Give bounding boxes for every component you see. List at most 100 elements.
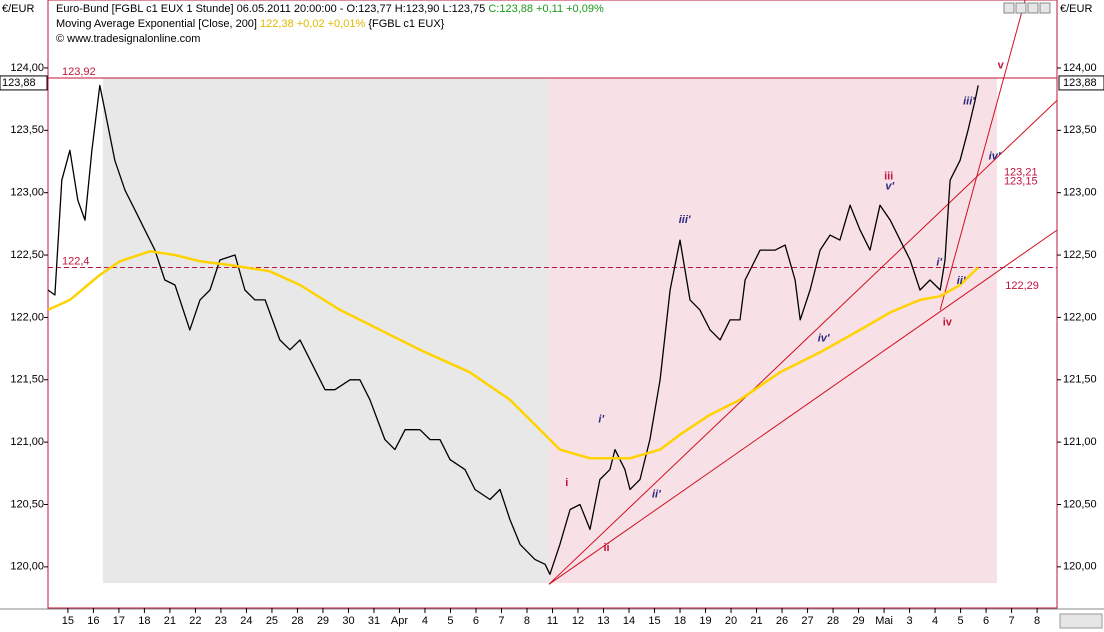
x-tick-label: 21 xyxy=(750,615,762,627)
window-button[interactable] xyxy=(1003,2,1015,14)
x-tick-label: 18 xyxy=(674,615,686,627)
annotation: ii xyxy=(604,542,610,554)
annotation: v' xyxy=(885,180,894,192)
x-tick-label: Apr xyxy=(391,615,408,627)
last-price-box xyxy=(1058,75,1104,91)
x-tick-label: 8 xyxy=(524,615,530,627)
x-tick-label: 30 xyxy=(342,615,354,627)
x-tick-label: 26 xyxy=(776,615,788,627)
annotation: iv' xyxy=(818,333,830,345)
annotation: ii' xyxy=(957,275,966,287)
last-price-label: 123,88 xyxy=(1063,77,1097,89)
annotation: iv xyxy=(943,316,953,328)
header-symbol: {FGBL c1 EUX} xyxy=(368,18,444,30)
y-tick-label: 123,50 xyxy=(1063,124,1097,136)
x-tick-label: 5 xyxy=(447,615,453,627)
trend-line xyxy=(939,0,1026,311)
x-tick-label: 21 xyxy=(164,615,176,627)
x-tick-label: 7 xyxy=(1009,615,1015,627)
x-tick-label: 15 xyxy=(648,615,660,627)
header-close: C:123,88 +0,11 +0,09% xyxy=(488,3,604,15)
x-tick-label: 4 xyxy=(932,615,938,627)
window-buttons[interactable] xyxy=(1003,2,1051,14)
window-button[interactable] xyxy=(1027,2,1039,14)
x-tick-label: 4 xyxy=(422,615,428,627)
x-tick-label: 22 xyxy=(189,615,201,627)
x-tick-label: 6 xyxy=(983,615,989,627)
x-tick-label: 13 xyxy=(597,615,609,627)
annotation: i' xyxy=(936,256,942,268)
x-tick-label: 12 xyxy=(572,615,584,627)
x-tick-label: 31 xyxy=(368,615,380,627)
y-tick-label: 121,50 xyxy=(10,374,44,386)
annotation: v xyxy=(998,59,1005,71)
y-tick-label: 121,00 xyxy=(1063,436,1097,448)
x-tick-label: Mai xyxy=(875,615,893,627)
y-tick-label: 121,00 xyxy=(10,436,44,448)
scroll-button[interactable] xyxy=(1059,613,1103,629)
x-tick-label: 19 xyxy=(699,615,711,627)
horizontal-line-label: 122,4 xyxy=(62,255,90,267)
header-line3: © www.tradesignalonline.com xyxy=(56,33,200,45)
x-tick-label: 3 xyxy=(907,615,913,627)
x-tick-label: 6 xyxy=(473,615,479,627)
y-tick-label: 124,00 xyxy=(10,62,44,74)
x-tick-label: 25 xyxy=(266,615,278,627)
annotation: 123,15 xyxy=(1004,175,1038,187)
x-tick-label: 28 xyxy=(827,615,839,627)
right-unit: €/EUR xyxy=(1060,3,1092,15)
y-tick-label: 121,50 xyxy=(1063,374,1097,386)
annotation: 123,21 xyxy=(1004,167,1038,179)
y-tick-label: 120,00 xyxy=(10,561,44,573)
annotation: iii' xyxy=(963,96,975,108)
annotation: i' xyxy=(598,414,604,426)
x-tick-label: 17 xyxy=(113,615,125,627)
annotation: i xyxy=(565,477,568,489)
header-line2: Moving Average Exponential [Close, 200] … xyxy=(56,18,445,30)
annotation: ii' xyxy=(652,488,661,500)
scroll-buttons[interactable] xyxy=(1059,613,1103,629)
window-button[interactable] xyxy=(1015,2,1027,14)
y-tick-label: 123,50 xyxy=(10,124,44,136)
x-tick-label: 24 xyxy=(240,615,252,627)
x-tick-label: 29 xyxy=(852,615,864,627)
y-tick-label: 122,00 xyxy=(10,311,44,323)
x-tick-label: 14 xyxy=(623,615,635,627)
y-tick-label: 120,50 xyxy=(10,498,44,510)
header-ema-value: 122,38 +0,02 +0,01% xyxy=(260,18,365,30)
price-line xyxy=(47,84,979,575)
y-tick-label: 123,00 xyxy=(1063,187,1097,199)
shaded-band xyxy=(548,77,998,584)
y-tick-label: 123,00 xyxy=(10,187,44,199)
x-tick-label: 18 xyxy=(138,615,150,627)
horizontal-line-label: 123,92 xyxy=(62,66,96,78)
annotation: iii xyxy=(884,170,893,182)
x-tick-label: 16 xyxy=(87,615,99,627)
left-unit: €/EUR xyxy=(2,3,34,15)
x-tick-label: 7 xyxy=(498,615,504,627)
x-tick-label: 11 xyxy=(547,615,558,627)
y-tick-label: 122,50 xyxy=(10,249,44,261)
trend-line xyxy=(548,100,1058,585)
y-tick-label: 122,00 xyxy=(1063,311,1097,323)
trend-line xyxy=(548,229,1058,585)
x-tick-label: 20 xyxy=(725,615,737,627)
window-button[interactable] xyxy=(1039,2,1051,14)
shaded-band xyxy=(102,77,549,584)
annotation: 122,29 xyxy=(1005,280,1039,292)
x-tick-label: 29 xyxy=(317,615,329,627)
y-tick-label: 120,00 xyxy=(1063,561,1097,573)
y-tick-label: 124,00 xyxy=(1063,62,1097,74)
x-tick-label: 8 xyxy=(1034,615,1040,627)
last-price-box xyxy=(0,75,48,91)
ema-line xyxy=(47,250,980,460)
annotation: iii' xyxy=(679,214,691,226)
header-text: Moving Average Exponential [Close, 200] xyxy=(56,18,257,30)
y-tick-label: 122,50 xyxy=(1063,249,1097,261)
header-text: Euro-Bund [FGBL c1 EUX 1 Stunde] 06.05.2… xyxy=(56,3,485,15)
x-tick-label: 28 xyxy=(291,615,303,627)
x-tick-label: 5 xyxy=(958,615,964,627)
y-tick-label: 120,50 xyxy=(1063,498,1097,510)
header-line1: Euro-Bund [FGBL c1 EUX 1 Stunde] 06.05.2… xyxy=(56,3,604,15)
x-tick-label: 27 xyxy=(801,615,813,627)
